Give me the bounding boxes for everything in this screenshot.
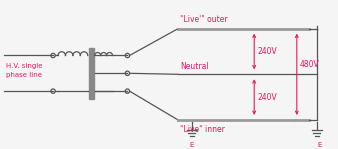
Text: "Live" inner: "Live" inner [180,125,225,134]
Polygon shape [89,48,94,99]
Text: 240V: 240V [257,93,277,102]
Text: 240V: 240V [257,47,277,56]
Text: 480V: 480V [300,60,319,69]
Text: E: E [317,142,322,148]
Text: "Live'" outer: "Live'" outer [180,15,227,24]
Text: Neutral: Neutral [180,62,209,71]
Text: H.V. single
phase line: H.V. single phase line [5,63,42,78]
Text: E: E [190,142,194,148]
